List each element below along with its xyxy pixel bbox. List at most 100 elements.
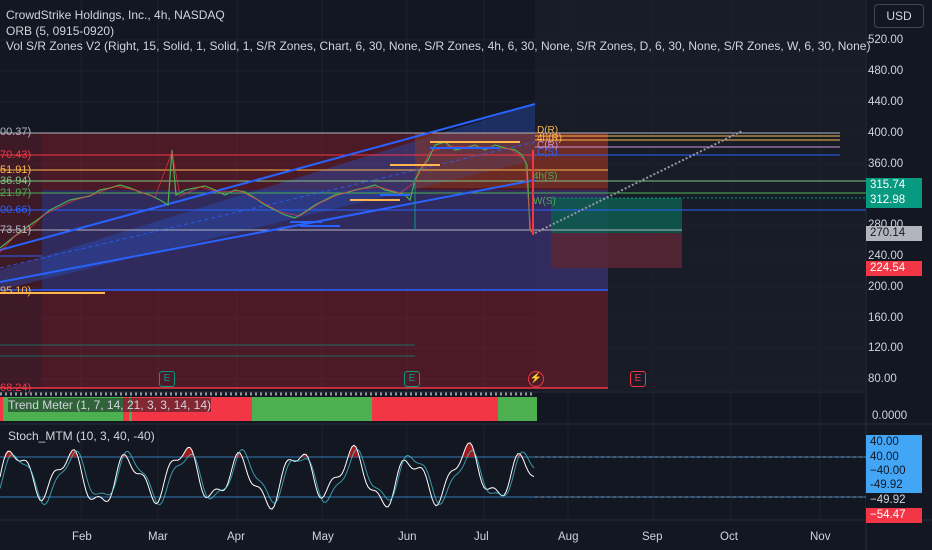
- trend-meter-bar: [390, 397, 393, 421]
- trend-meter-bar: [459, 397, 462, 421]
- price-axis-label: 400.00: [868, 127, 904, 139]
- trend-meter-bar: [228, 397, 231, 421]
- price-axis-label: 200.00: [868, 281, 904, 293]
- trend-meter-bar: [225, 397, 228, 421]
- trend-meter-bar: [417, 397, 420, 421]
- trend-meter-bar: [282, 397, 285, 421]
- trend-meter-bar: [222, 397, 225, 421]
- left-level-label: 68.24): [0, 382, 32, 394]
- currency-button[interactable]: USD: [874, 4, 924, 28]
- time-axis-month: Oct: [720, 531, 738, 543]
- stoch-tag: 40.00: [866, 435, 922, 450]
- trend-meter-bar: [372, 397, 375, 421]
- zone-label: 4h(R): [537, 133, 563, 144]
- indicator-orb-title[interactable]: ORB (5, 0915-0920): [6, 24, 115, 38]
- trend-meter-bar: [495, 397, 498, 421]
- price-axis-label: 440.00: [868, 96, 904, 108]
- left-level-label: 95.10): [0, 285, 32, 297]
- trend-meter-bar: [342, 397, 345, 421]
- trend-meter-bar: [219, 397, 222, 421]
- trend-meter-bar: [3, 397, 6, 421]
- stoch-tag: −40.00: [866, 464, 922, 479]
- trend-meter-bar: [276, 397, 279, 421]
- time-axis-month: Nov: [810, 531, 831, 543]
- trend-meter-bar: [285, 397, 288, 421]
- trend-meter-bar: [237, 397, 240, 421]
- indicator-vol-sr-title[interactable]: Vol S/R Zones V2 (Right, 15, Solid, 1, S…: [6, 39, 871, 53]
- zone-label: C(R): [537, 140, 559, 151]
- trend-meter-bar: [489, 397, 492, 421]
- trend-meter-bar: [261, 397, 264, 421]
- left-level-label: 51.91): [0, 164, 32, 176]
- trend-meter-bar: [513, 397, 516, 421]
- time-axis-month: Feb: [72, 531, 92, 543]
- trend-meter-bar: [399, 397, 402, 421]
- price-axis-label: 80.00: [868, 373, 897, 385]
- left-level-label: 00.37): [0, 126, 32, 138]
- trend-meter-bar: [468, 397, 471, 421]
- trend-meter-bar: [333, 397, 336, 421]
- price-tag: 270.14: [866, 226, 922, 241]
- trend-meter-bar: [270, 397, 273, 421]
- trend-meter-bar: [0, 397, 3, 421]
- trend-meter-bar: [462, 397, 465, 421]
- stoch-tag: −54.47: [866, 508, 922, 523]
- trend-meter-title[interactable]: Trend Meter (1, 7, 14, 21, 3, 3, 14, 14): [8, 398, 211, 412]
- event-marker: E: [159, 371, 175, 387]
- event-marker: ⚡: [528, 371, 544, 387]
- trend-meter-bar: [414, 397, 417, 421]
- price-tag: 224.54: [866, 261, 922, 276]
- trend-meter-bar: [360, 397, 363, 421]
- zone-label: D(R): [537, 125, 559, 136]
- stoch-tag: -49.92: [866, 478, 922, 493]
- trend-meter-bar: [345, 397, 348, 421]
- trend-meter-bar: [288, 397, 291, 421]
- trend-meter-bar: [477, 397, 480, 421]
- symbol-title[interactable]: CrowdStrike Holdings, Inc., 4h, NASDAQ: [6, 8, 225, 22]
- price-axis-label: 160.00: [868, 312, 904, 324]
- trend-meter-bar: [426, 397, 429, 421]
- trend-meter-bar: [447, 397, 450, 421]
- trend-meter-bar: [264, 397, 267, 421]
- trend-meter-bar: [315, 397, 318, 421]
- trend-meter-bar: [378, 397, 381, 421]
- trend-meter-bar: [6, 397, 9, 421]
- trend-meter-bar: [375, 397, 378, 421]
- trend-meter-bar: [456, 397, 459, 421]
- trend-meter-bar: [243, 397, 246, 421]
- trend-meter-bar: [408, 397, 411, 421]
- left-level-label: 70.43): [0, 149, 32, 161]
- time-axis-month: Mar: [148, 531, 168, 543]
- trend-meter-axis-label: 0.0000: [872, 410, 908, 422]
- trend-meter-bar: [327, 397, 330, 421]
- trend-meter-bar: [471, 397, 474, 421]
- trend-meter-bar: [438, 397, 441, 421]
- zone-label: 4h(S): [533, 171, 558, 182]
- price-axis-label: 480.00: [868, 65, 904, 77]
- trend-meter-bar: [339, 397, 342, 421]
- trend-meter-bar: [309, 397, 312, 421]
- trend-meter-bar: [486, 397, 489, 421]
- trend-meter-bar: [297, 397, 300, 421]
- trend-meter-bar: [501, 397, 504, 421]
- trend-meter-bar: [240, 397, 243, 421]
- trend-meter-bar: [381, 397, 384, 421]
- trend-meter-bar: [348, 397, 351, 421]
- trend-meter-bar: [318, 397, 321, 421]
- trend-meter-bar: [273, 397, 276, 421]
- trend-meter-bar: [453, 397, 456, 421]
- left-level-label: 36.94): [0, 175, 32, 187]
- time-axis-month: Jun: [398, 531, 417, 543]
- trend-meter-bar: [324, 397, 327, 421]
- trend-meter-bar: [435, 397, 438, 421]
- trend-meter-bar: [300, 397, 303, 421]
- trend-meter-bar: [303, 397, 306, 421]
- trend-meter-bar: [291, 397, 294, 421]
- trend-meter-bar: [210, 397, 213, 421]
- trend-meter-bar: [330, 397, 333, 421]
- trend-meter-bar: [267, 397, 270, 421]
- stoch-title[interactable]: Stoch_MTM (10, 3, 40, -40): [8, 429, 155, 443]
- trend-meter-bar: [252, 397, 255, 421]
- trend-meter-bar: [510, 397, 513, 421]
